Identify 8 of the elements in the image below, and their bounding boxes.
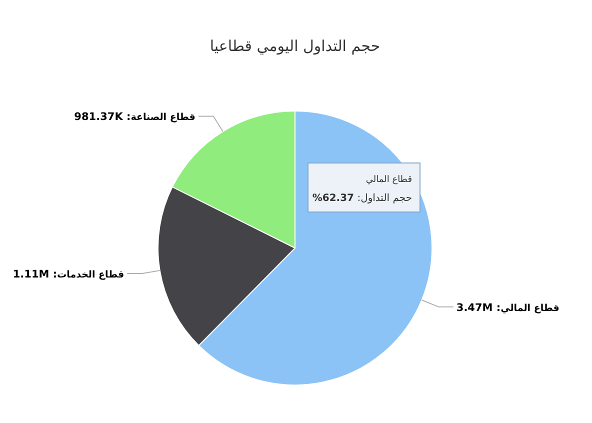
text: قطاع المالي: [366, 175, 412, 185]
data-label: : 1.11M: [12, 268, 58, 280]
data-label: : 981.37K: [74, 111, 131, 124]
data-label: : 3.47M: [456, 302, 501, 314]
slice-label: قطاع الخدمات: [57, 269, 124, 280]
chart-title: حجم التداول اليومي قطاعيا: [210, 37, 380, 55]
slice-label: قطاع الصناعة: [130, 112, 196, 124]
slice-label: قطاع المالي: [500, 302, 560, 314]
